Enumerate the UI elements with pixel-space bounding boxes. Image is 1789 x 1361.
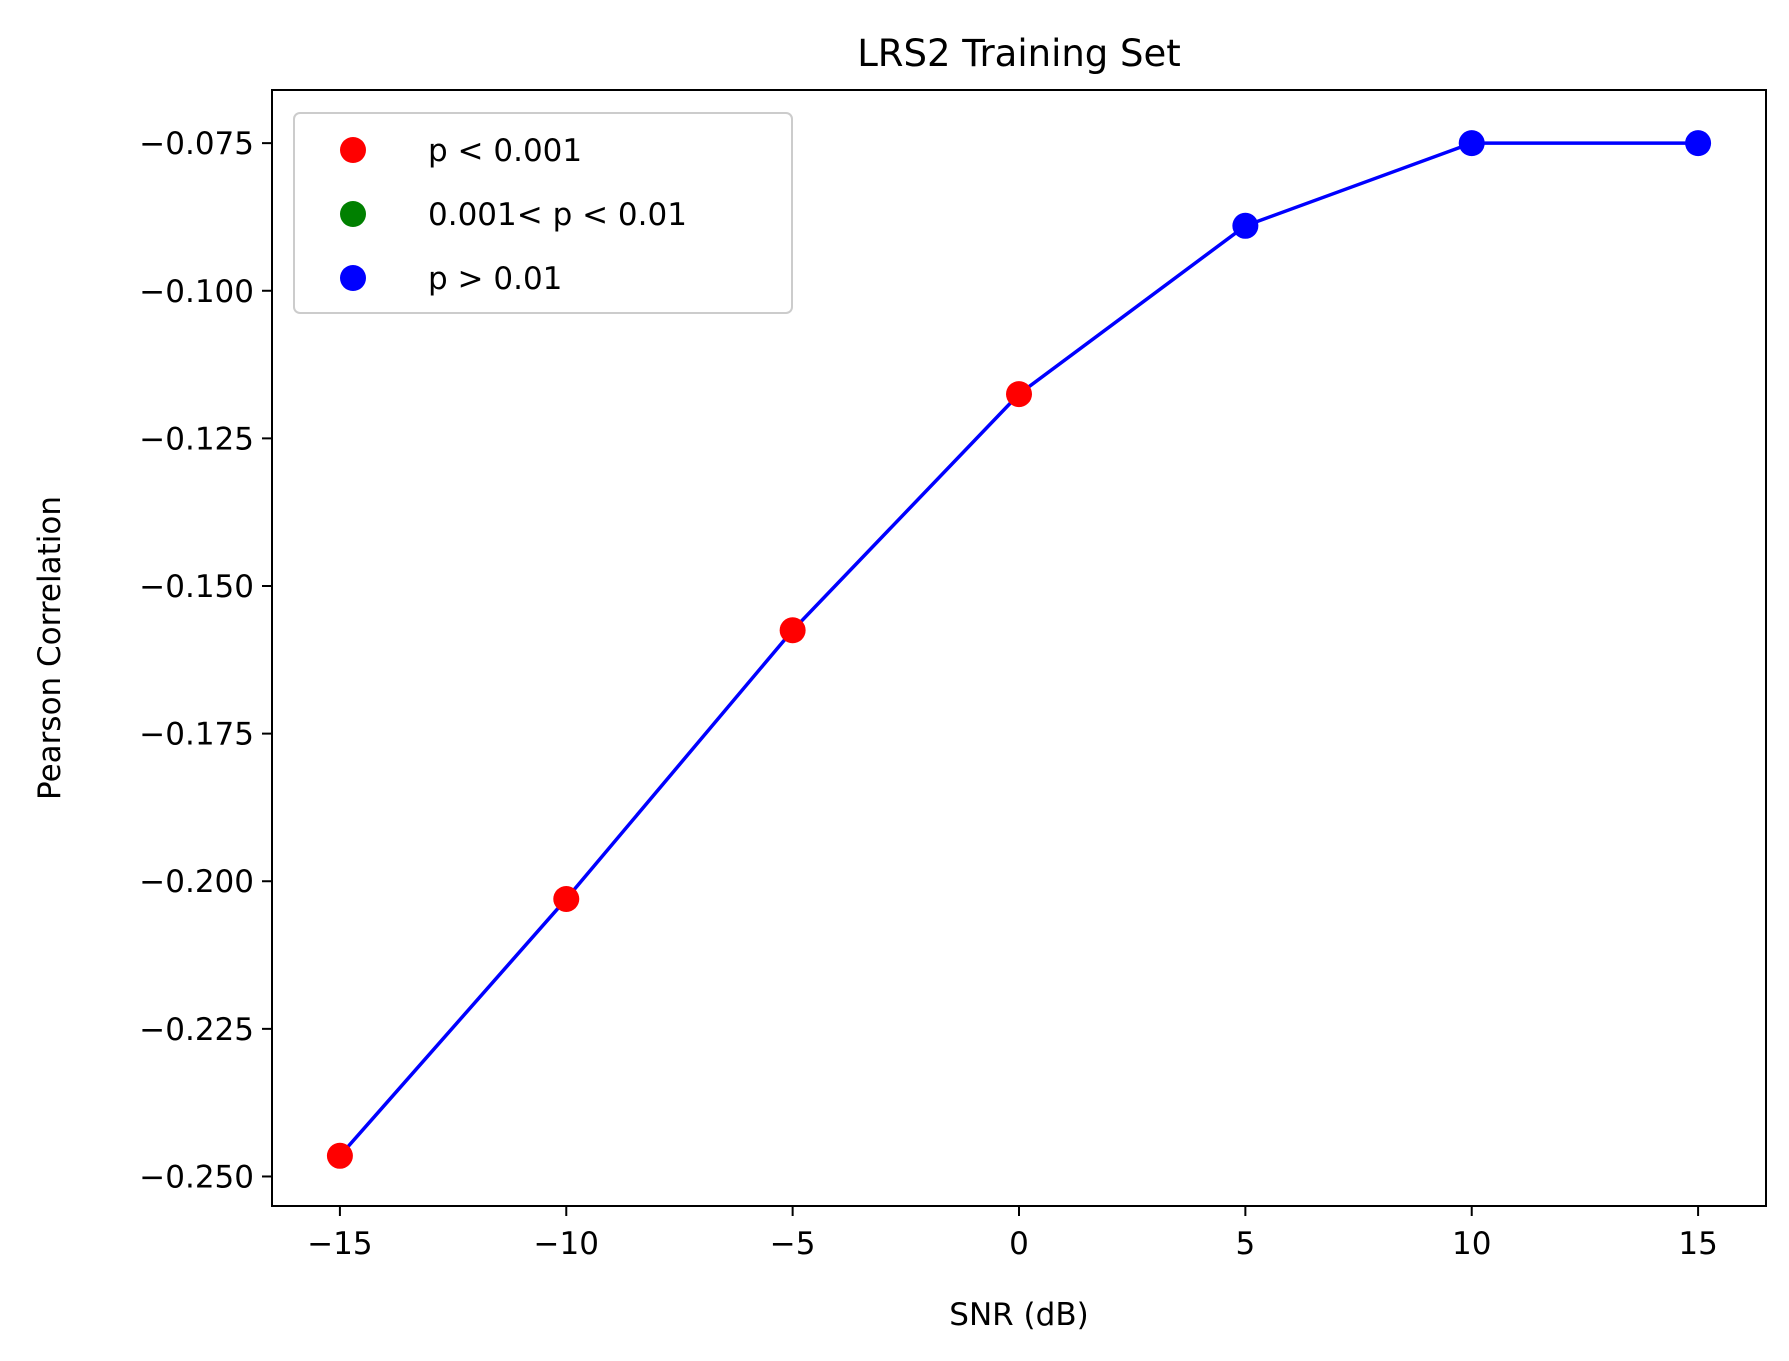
x-tick-label: 5 xyxy=(1235,1226,1255,1262)
x-axis-title: SNR (dB) xyxy=(949,1297,1088,1333)
legend-marker xyxy=(340,201,366,227)
x-tick-label: −10 xyxy=(534,1226,599,1262)
y-tick-label: −0.225 xyxy=(139,1012,254,1048)
legend-frame xyxy=(293,112,793,314)
plot-frame xyxy=(271,89,1767,1207)
y-tick-label: −0.075 xyxy=(139,126,254,162)
data-point xyxy=(326,1142,353,1169)
y-axis-ticks: −0.250 −0.225 −0.200 −0.175 −0.150 −0.125 −0.1… xyxy=(139,126,272,1195)
legend-label: 0.001< p < 0.01 xyxy=(428,197,687,233)
x-axis-ticks: −15 −10 −5 0 5 10 15 xyxy=(307,1206,1718,1262)
x-tick-label: 10 xyxy=(1452,1226,1491,1262)
x-tick-label: 0 xyxy=(1009,1226,1029,1262)
x-tick-label: 15 xyxy=(1678,1226,1717,1262)
data-point xyxy=(1685,130,1712,157)
series-layer xyxy=(326,130,1712,1169)
legend-marker xyxy=(340,137,366,163)
chart-title: LRS2 Training Set xyxy=(857,32,1181,75)
y-tick-label: −0.250 xyxy=(139,1159,254,1195)
y-tick-label: −0.150 xyxy=(139,569,254,605)
y-tick-label: −0.100 xyxy=(139,274,254,310)
y-tick-label: −0.125 xyxy=(139,421,254,457)
y-tick-label: −0.200 xyxy=(139,864,254,900)
y-tick-label: −0.175 xyxy=(139,717,254,753)
x-tick-label: −5 xyxy=(770,1226,816,1262)
data-point xyxy=(1006,381,1032,408)
data-point xyxy=(1232,212,1259,239)
legend-marker xyxy=(340,265,366,291)
x-tick-label: −15 xyxy=(307,1226,372,1262)
data-point xyxy=(779,617,806,644)
legend: p < 0.001 0.001< p < 0.01 p > 0.01 xyxy=(293,112,793,314)
data-point xyxy=(553,885,580,912)
y-axis-title: Pearson Correlation xyxy=(32,496,68,800)
legend-label: p < 0.001 xyxy=(428,133,582,169)
legend-label: p > 0.01 xyxy=(428,261,562,297)
data-point xyxy=(1458,130,1485,157)
